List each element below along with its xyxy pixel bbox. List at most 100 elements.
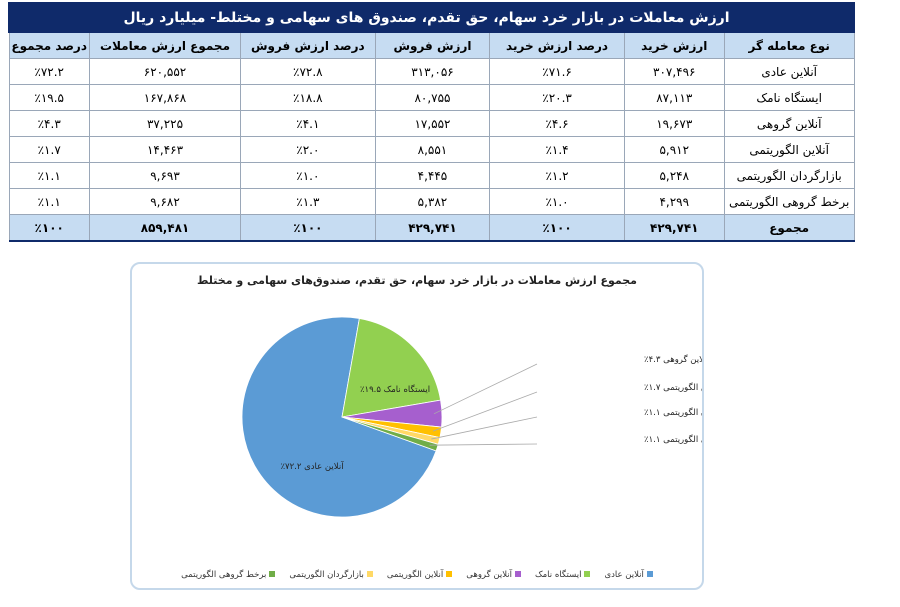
total-cell: ۴۲۹,۷۴۱ bbox=[623, 214, 725, 242]
legend-swatch bbox=[446, 571, 453, 577]
table-cell: ٪۴.۳ bbox=[8, 110, 90, 137]
trades-table: ارزش معاملات در بازار خرد سهام، حق تقدم،… bbox=[8, 2, 855, 242]
legend-swatch bbox=[366, 571, 373, 577]
legend-label: آنلاین گروهی bbox=[466, 570, 512, 580]
table-cell: ٪۱.۰ bbox=[240, 162, 376, 189]
pie-slice bbox=[341, 416, 439, 452]
column-header: مجموع ارزش معاملات bbox=[88, 31, 242, 59]
pie-slice bbox=[341, 318, 442, 418]
pie-chart-panel: مجموع ارزش معاملات در بازار خرد سهام، حق… bbox=[130, 262, 704, 590]
legend-swatch bbox=[269, 571, 276, 577]
table-cell: ٪۷۱.۶ bbox=[489, 58, 625, 85]
legend-swatch bbox=[646, 571, 653, 577]
legend-item: بازارگردان الگوریتمی bbox=[289, 570, 373, 580]
table-cell: ۹,۶۸۲ bbox=[88, 188, 242, 215]
legend-item: آنلاین عادی bbox=[604, 570, 653, 580]
legend-label: برخط گروهی الگوریتمی bbox=[181, 570, 267, 580]
total-cell: ۴۲۹,۷۴۱ bbox=[374, 214, 491, 242]
chart-legend: آنلاین عادی ایستگاه نامک آنلاین گروهی آنلای… bbox=[132, 570, 702, 580]
data-label: آنلاین گروهی ۴.۳٪ bbox=[644, 353, 702, 365]
table-cell: ٪۱.۷ bbox=[8, 136, 90, 163]
legend-label: آنلاین عادی bbox=[604, 570, 644, 580]
total-cell: ٪۱۰۰ bbox=[489, 214, 625, 242]
column-header: ارزش فروش bbox=[374, 31, 491, 59]
table-cell: ٪۱.۲ bbox=[489, 162, 625, 189]
table-cell: بازارگردان الگوریتمی bbox=[723, 162, 855, 189]
table-cell: ٪۲.۰ bbox=[240, 136, 376, 163]
table-cell: ۶۲۰,۵۵۲ bbox=[88, 58, 242, 85]
table-cell: آنلاین عادی bbox=[723, 58, 855, 85]
leader-line bbox=[429, 443, 538, 446]
column-header: نوع معامله گر bbox=[723, 31, 855, 59]
table-cell: ٪۴.۱ bbox=[240, 110, 376, 137]
table-cell: آنلاین گروهی bbox=[723, 110, 855, 137]
total-cell: ٪۱۰۰ bbox=[8, 214, 90, 242]
table-cell: ٪۱.۱ bbox=[8, 188, 90, 215]
data-label: آنلاین الگوریتمی ۱.۷٪ bbox=[644, 381, 702, 393]
column-header: درصد مجموع bbox=[8, 31, 90, 59]
table-cell: ۳۷,۲۲۵ bbox=[88, 110, 242, 137]
table-cell: ۱۶۷,۸۶۸ bbox=[88, 84, 242, 111]
table-cell: ٪۴.۶ bbox=[489, 110, 625, 137]
table-cell: ۵,۲۴۸ bbox=[623, 162, 725, 189]
legend-label: بازارگردان الگوریتمی bbox=[289, 570, 364, 580]
table-cell: ایستگاه نامک bbox=[723, 84, 855, 111]
total-row: مجموع ۴۲۹,۷۴۱ ٪۱۰۰ ۴۲۹,۷۴۱ ٪۱۰۰ ۸۵۹,۴۸۱ ٪۱۰۰ bbox=[8, 214, 855, 242]
total-cell: مجموع bbox=[723, 214, 855, 242]
chart-title: مجموع ارزش معاملات در بازار خرد سهام، حق… bbox=[197, 274, 637, 287]
table-row: آنلاین گروهی ۱۹,۶۷۳ ٪۴.۶ ۱۷,۵۵۲ ٪۴.۱ ۳۷,۲۲۵ ٪۴… bbox=[8, 110, 855, 137]
table-cell: ٪۱.۳ bbox=[240, 188, 376, 215]
legend-item: برخط گروهی الگوریتمی bbox=[181, 570, 276, 580]
table-cell: ۳۰۷,۴۹۶ bbox=[623, 58, 725, 85]
leader-line bbox=[432, 391, 538, 432]
table-cell: ٪۱.۴ bbox=[489, 136, 625, 163]
table-cell: ۹,۶۹۳ bbox=[88, 162, 242, 189]
table-cell: ۴,۴۴۵ bbox=[374, 162, 491, 189]
legend-item: ایستگاه نامک bbox=[535, 570, 591, 580]
table-row: ایستگاه نامک ۸۷,۱۱۳ ٪۲۰.۳ ۸۰,۷۵۵ ٪۱۸.۸ ۱۶۷,۸۶… bbox=[8, 84, 855, 111]
column-header: ارزش خرید bbox=[623, 31, 725, 59]
legend-swatch bbox=[584, 571, 591, 577]
table-cell: ٪۱۹.۵ bbox=[8, 84, 90, 111]
legend-item: آنلاین الگوریتمی bbox=[386, 570, 453, 580]
table-title: ارزش معاملات در بازار خرد سهام، حق تقدم،… bbox=[8, 2, 855, 33]
pie-slice bbox=[241, 316, 437, 518]
legend-label: ایستگاه نامک bbox=[535, 570, 582, 580]
data-label: بازارگردان الگوریتمی ۱.۱٪ bbox=[644, 407, 702, 418]
table-cell: ۱۴,۴۶۳ bbox=[88, 136, 242, 163]
table-cell: ۱۷,۵۵۲ bbox=[374, 110, 491, 137]
table-cell: ٪۱.۰ bbox=[489, 188, 625, 215]
table-cell: ۸۷,۱۱۳ bbox=[623, 84, 725, 111]
table-cell: ۵,۳۸۲ bbox=[374, 188, 491, 215]
table-row: بازارگردان الگوریتمی ۵,۲۴۸ ٪۱.۲ ۴,۴۴۵ ٪۱.۰ ۹,… bbox=[8, 162, 855, 189]
table-row: آنلاین عادی ۳۰۷,۴۹۶ ٪۷۱.۶ ۳۱۳,۰۵۶ ٪۷۲.۸ ۶۲۰,۵… bbox=[8, 58, 855, 85]
column-header: درصد ارزش خرید bbox=[489, 31, 625, 59]
table-cell: ۱۹,۶۷۳ bbox=[623, 110, 725, 137]
leader-line bbox=[431, 416, 538, 440]
table-row: برخط گروهی الگوریتمی ۴,۲۹۹ ٪۱.۰ ۵,۳۸۲ ٪۱.۳ ۹,… bbox=[8, 188, 855, 215]
data-label: ایستگاه نامک ۱۹.۵٪ bbox=[360, 384, 430, 395]
legend-item: آنلاین گروهی bbox=[466, 570, 521, 580]
table-cell: ۸۰,۷۵۵ bbox=[374, 84, 491, 111]
table-cell: ٪۱۸.۸ bbox=[240, 84, 376, 111]
table-cell: ۴,۲۹۹ bbox=[623, 188, 725, 215]
column-header: درصد ارزش فروش bbox=[240, 31, 376, 59]
table-cell: ۸,۵۵۱ bbox=[374, 136, 491, 163]
total-cell: ۸۵۹,۴۸۱ bbox=[88, 214, 242, 242]
leader-line bbox=[433, 363, 538, 415]
legend-label: آنلاین الگوریتمی bbox=[386, 570, 444, 580]
table-cell: ٪۱.۱ bbox=[8, 162, 90, 189]
table-row: آنلاین الگوریتمی ۵,۹۱۲ ٪۱.۴ ۸,۵۵۱ ٪۲.۰ ۱۴,۴۶۳… bbox=[8, 136, 855, 163]
table-cell: ٪۷۲.۲ bbox=[8, 58, 90, 85]
table-cell: ۵,۹۱۲ bbox=[623, 136, 725, 163]
table-cell: برخط گروهی الگوریتمی bbox=[723, 188, 855, 215]
table-cell: ٪۷۲.۸ bbox=[240, 58, 376, 85]
total-cell: ٪۱۰۰ bbox=[240, 214, 376, 242]
data-label: برخط گروهی الگوریتمی ۱.۱٪ bbox=[644, 434, 702, 445]
table-cell: ٪۲۰.۳ bbox=[489, 84, 625, 111]
legend-swatch bbox=[515, 571, 521, 577]
pie-chart: آنلاین عادی ۷۲.۲٪ ایستگاه نامک ۱۹.۵٪ آنلای… bbox=[241, 316, 702, 518]
data-label: آنلاین عادی ۷۲.۲٪ bbox=[280, 460, 344, 472]
table-cell: آنلاین الگوریتمی bbox=[723, 136, 855, 163]
table-cell: ۳۱۳,۰۵۶ bbox=[374, 58, 491, 85]
